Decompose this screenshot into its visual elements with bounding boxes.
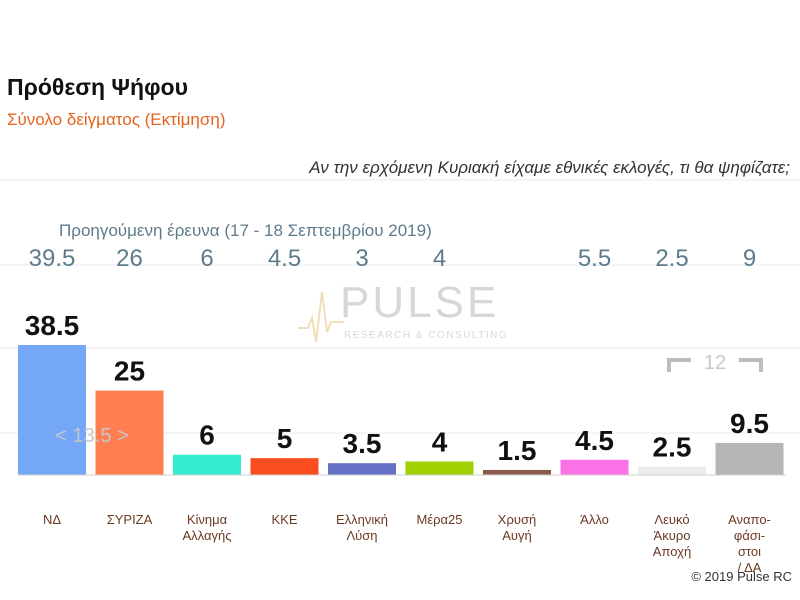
category-label-2: Κίνημα Αλλαγής [183,512,232,543]
previous-value-3: 4.5 [268,245,301,272]
previous-value-5: 4 [433,245,446,272]
category-label-line: φάσι- [734,528,765,543]
survey-question: Αν την ερχόμενη Κυριακή είχαμε εθνικές ε… [309,158,790,177]
category-label-line: Ελληνική [336,512,388,527]
category-label-line: Αποχή [653,544,691,559]
bar-8 [638,466,706,475]
category-label-line: Αναπο- [728,512,771,527]
bar-3 [250,458,319,475]
previous-value-8: 2.5 [655,245,688,272]
bracket-right [739,358,763,372]
gap-annotation-second: 12 [704,352,726,374]
value-label-9: 9.5 [730,408,769,439]
bar-0 [18,345,86,475]
bar-5 [405,461,474,475]
previous-value-0: 39.5 [29,245,76,272]
value-label-8: 2.5 [653,432,692,463]
bracket-left [667,358,691,372]
watermark-word: PULSE [340,278,500,327]
previous-value-4: 3 [355,245,368,272]
gap-annotation-first: < 13.5 > [55,425,128,447]
category-label-line: / ΔΑ [738,560,762,575]
category-label-line: Αλλαγής [183,528,232,543]
category-label-0: ΝΔ [43,512,61,527]
category-label-line: Άλλο [580,512,609,527]
bar-9 [715,442,784,475]
bar-4 [328,463,396,475]
heartbeat-icon [298,291,344,343]
chart-title: Πρόθεση Ψήφου [7,74,188,100]
category-label-6: Χρυσή Αυγή [498,512,536,543]
bar-7 [560,459,629,475]
category-label-8: Λευκό Άκυρο Αποχή [653,512,691,559]
category-label-9: Αναπο-φάσι-στοι / ΔΑ [728,512,771,575]
category-label-1: ΣΥΡΙΖΑ [107,512,153,527]
value-label-1: 25 [114,356,145,387]
previous-value-1: 26 [116,245,143,272]
category-label-line: ΚΚΕ [271,512,297,527]
category-label-7: Άλλο [580,512,609,527]
category-label-line: Λύση [346,528,377,543]
category-label-line: Λευκό [654,512,689,527]
value-label-5: 4 [432,426,448,457]
category-label-4: Ελληνική Λύση [336,512,388,543]
watermark-tagline: RESEARCH & CONSULTING [344,330,509,341]
value-label-3: 5 [277,423,293,454]
category-label-line: ΣΥΡΙΖΑ [107,512,153,527]
previous-survey-caption: Προηγούμενη έρευνα (17 - 18 Σεπτεμβρίου … [59,221,432,240]
category-label-line: Μέρα25 [417,512,463,527]
previous-value-9: 9 [743,245,756,272]
value-label-4: 3.5 [343,428,382,459]
pulse-watermark: PULSE RESEARCH & CONSULTING [298,278,518,354]
value-label-7: 4.5 [575,425,614,456]
category-label-line: Άκυρο [654,528,691,543]
category-label-line: Κίνημα [187,512,228,527]
chart-subtitle: Σύνολο δείγματος (Εκτίμηση) [7,110,226,129]
copyright-notice: © 2019 Pulse RC [691,569,792,584]
previous-value-7: 5.5 [578,245,611,272]
value-label-2: 6 [199,420,215,451]
category-label-line: ΝΔ [43,512,61,527]
category-label-line: Αυγή [502,528,532,543]
value-label-6: 1.5 [498,435,537,466]
category-label-line: στοι [738,544,761,559]
previous-value-2: 6 [200,245,213,272]
bar-2 [173,454,241,475]
category-label-3: ΚΚΕ [271,512,297,527]
category-label-line: Χρυσή [498,512,536,527]
bar-1 [95,390,164,475]
value-label-0: 38.5 [25,310,80,341]
bar-6 [483,469,551,475]
category-label-5: Μέρα25 [417,512,463,527]
